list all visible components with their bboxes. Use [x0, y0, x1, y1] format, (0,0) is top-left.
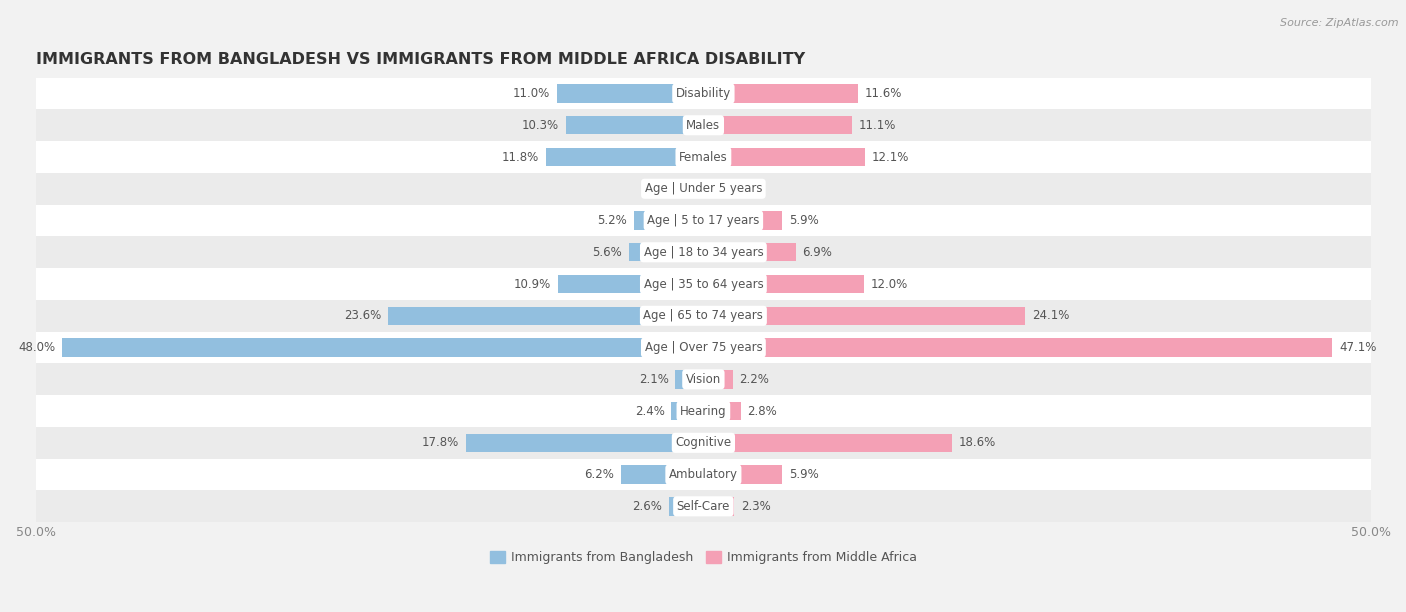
- Text: Age | Under 5 years: Age | Under 5 years: [644, 182, 762, 195]
- Bar: [703, 497, 734, 515]
- Bar: [703, 179, 720, 198]
- Bar: [35, 204, 1371, 236]
- Bar: [620, 465, 703, 484]
- Bar: [35, 427, 1371, 459]
- Bar: [35, 332, 1371, 364]
- Bar: [62, 338, 703, 357]
- Bar: [703, 434, 952, 452]
- Bar: [634, 211, 703, 230]
- Bar: [35, 236, 1371, 268]
- Bar: [703, 243, 796, 261]
- Bar: [565, 116, 703, 135]
- Text: 11.1%: 11.1%: [858, 119, 896, 132]
- Text: 5.6%: 5.6%: [592, 246, 621, 259]
- Text: 5.9%: 5.9%: [789, 468, 818, 481]
- Bar: [703, 275, 863, 293]
- Text: 18.6%: 18.6%: [959, 436, 995, 449]
- Bar: [703, 338, 1333, 357]
- Bar: [703, 402, 741, 420]
- Text: 5.2%: 5.2%: [598, 214, 627, 227]
- Text: Age | 35 to 64 years: Age | 35 to 64 years: [644, 277, 763, 291]
- Text: 10.9%: 10.9%: [515, 277, 551, 291]
- Text: Males: Males: [686, 119, 720, 132]
- Text: 11.0%: 11.0%: [513, 87, 550, 100]
- Bar: [35, 268, 1371, 300]
- Text: 6.2%: 6.2%: [583, 468, 614, 481]
- Bar: [546, 147, 703, 166]
- Text: 5.9%: 5.9%: [789, 214, 818, 227]
- Bar: [35, 395, 1371, 427]
- Bar: [703, 147, 865, 166]
- Text: Source: ZipAtlas.com: Source: ZipAtlas.com: [1281, 18, 1399, 28]
- Text: 12.1%: 12.1%: [872, 151, 910, 163]
- Bar: [35, 78, 1371, 110]
- Text: IMMIGRANTS FROM BANGLADESH VS IMMIGRANTS FROM MIDDLE AFRICA DISABILITY: IMMIGRANTS FROM BANGLADESH VS IMMIGRANTS…: [35, 52, 804, 67]
- Text: Vision: Vision: [686, 373, 721, 386]
- Bar: [35, 364, 1371, 395]
- Bar: [35, 173, 1371, 204]
- Text: Ambulatory: Ambulatory: [669, 468, 738, 481]
- Text: 1.2%: 1.2%: [725, 182, 756, 195]
- Bar: [703, 84, 858, 103]
- Text: 2.2%: 2.2%: [740, 373, 769, 386]
- Text: Age | 5 to 17 years: Age | 5 to 17 years: [647, 214, 759, 227]
- Bar: [692, 179, 703, 198]
- Bar: [628, 243, 703, 261]
- Text: Age | 18 to 34 years: Age | 18 to 34 years: [644, 246, 763, 259]
- Bar: [669, 497, 703, 515]
- Text: 6.9%: 6.9%: [803, 246, 832, 259]
- Text: 10.3%: 10.3%: [522, 119, 560, 132]
- Bar: [35, 459, 1371, 490]
- Text: 12.0%: 12.0%: [870, 277, 907, 291]
- Text: 23.6%: 23.6%: [344, 309, 381, 323]
- Bar: [558, 275, 703, 293]
- Bar: [703, 211, 782, 230]
- Text: Hearing: Hearing: [681, 405, 727, 417]
- Text: 11.6%: 11.6%: [865, 87, 903, 100]
- Bar: [35, 300, 1371, 332]
- Text: 2.4%: 2.4%: [634, 405, 665, 417]
- Bar: [675, 370, 703, 389]
- Bar: [35, 110, 1371, 141]
- Legend: Immigrants from Bangladesh, Immigrants from Middle Africa: Immigrants from Bangladesh, Immigrants f…: [485, 547, 922, 569]
- Text: 2.3%: 2.3%: [741, 500, 770, 513]
- Text: 0.85%: 0.85%: [648, 182, 685, 195]
- Bar: [703, 370, 733, 389]
- Bar: [35, 141, 1371, 173]
- Bar: [703, 307, 1025, 325]
- Text: 2.6%: 2.6%: [633, 500, 662, 513]
- Bar: [703, 116, 852, 135]
- Text: Self-Care: Self-Care: [676, 500, 730, 513]
- Text: 17.8%: 17.8%: [422, 436, 458, 449]
- Text: 24.1%: 24.1%: [1032, 309, 1069, 323]
- Bar: [557, 84, 703, 103]
- Text: Age | Over 75 years: Age | Over 75 years: [644, 341, 762, 354]
- Bar: [671, 402, 703, 420]
- Text: Females: Females: [679, 151, 728, 163]
- Text: 11.8%: 11.8%: [502, 151, 538, 163]
- Bar: [465, 434, 703, 452]
- Bar: [35, 490, 1371, 522]
- Text: 2.8%: 2.8%: [748, 405, 778, 417]
- Text: 2.1%: 2.1%: [638, 373, 669, 386]
- Bar: [703, 465, 782, 484]
- Text: Disability: Disability: [676, 87, 731, 100]
- Text: 47.1%: 47.1%: [1339, 341, 1376, 354]
- Bar: [388, 307, 703, 325]
- Text: Cognitive: Cognitive: [675, 436, 731, 449]
- Text: Age | 65 to 74 years: Age | 65 to 74 years: [644, 309, 763, 323]
- Text: 48.0%: 48.0%: [18, 341, 56, 354]
